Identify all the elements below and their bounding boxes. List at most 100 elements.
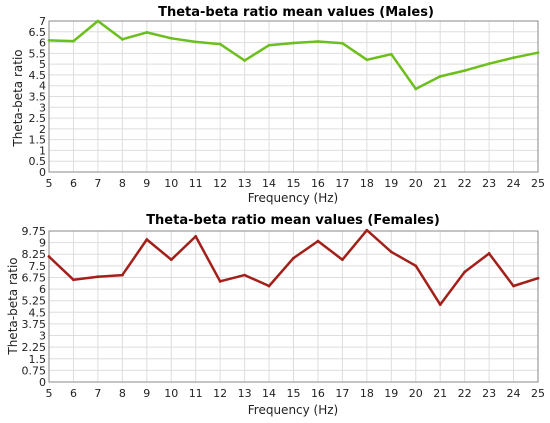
x-tick-label: 21 bbox=[433, 177, 447, 190]
plot-frame bbox=[48, 20, 539, 173]
data-point bbox=[316, 239, 320, 243]
data-point bbox=[218, 42, 222, 46]
data-point bbox=[96, 19, 100, 23]
data-point bbox=[267, 284, 271, 288]
data-point bbox=[463, 270, 467, 274]
data-point bbox=[536, 276, 540, 280]
x-tick-label: 14 bbox=[262, 177, 276, 190]
y-tick-label: 2 bbox=[39, 123, 46, 136]
data-point bbox=[389, 250, 393, 254]
chart-title: Theta-beta ratio mean values (Females) bbox=[146, 213, 440, 228]
x-axis-label: Frequency (Hz) bbox=[248, 191, 339, 205]
x-tick-label: 20 bbox=[409, 177, 423, 190]
x-tick-label: 12 bbox=[213, 387, 227, 400]
data-point bbox=[243, 59, 247, 62]
data-point bbox=[414, 87, 418, 91]
y-tick-label: 9 bbox=[39, 237, 46, 250]
y-axis-label: Theta-beta ratio bbox=[11, 49, 25, 147]
data-point bbox=[145, 238, 149, 241]
y-tick-label: 3.75 bbox=[22, 318, 47, 331]
x-tick-label: 13 bbox=[238, 387, 252, 400]
data-point bbox=[316, 40, 320, 43]
y-tick-label: 8.25 bbox=[22, 248, 47, 261]
data-point bbox=[463, 69, 467, 73]
females-chart: 5 6 7 8 9 10 11 12 13 14 15 16 17 18 19 20 21 22 23 24 25 00.… bbox=[6, 213, 545, 417]
x-tick-label: 11 bbox=[189, 387, 203, 400]
x-tick-label: 24 bbox=[507, 387, 521, 400]
data-point bbox=[243, 273, 247, 277]
data-point bbox=[47, 39, 51, 42]
y-tick-label: 0 bbox=[39, 376, 46, 389]
data-point bbox=[120, 37, 124, 41]
y-tick-label: 0 bbox=[39, 166, 46, 179]
x-tick-label: 9 bbox=[143, 387, 150, 400]
y-tick-label: 5 bbox=[39, 58, 46, 71]
x-axis-label: Frequency (Hz) bbox=[248, 403, 339, 417]
data-point bbox=[341, 41, 344, 45]
y-tick-label: 0.75 bbox=[22, 364, 47, 377]
data-point bbox=[512, 56, 515, 60]
y-tick-label: 3.5 bbox=[29, 91, 47, 104]
y-tick-label: 6.5 bbox=[29, 26, 47, 39]
x-tick-label: 8 bbox=[119, 177, 126, 190]
x-tick-label: 13 bbox=[238, 177, 252, 190]
data-point bbox=[365, 228, 369, 232]
x-tick-label: 24 bbox=[507, 177, 521, 190]
x-tick-label: 17 bbox=[335, 387, 349, 400]
y-tick-label: 6.75 bbox=[22, 271, 47, 284]
y-tick-label: 1.5 bbox=[29, 353, 47, 366]
y-tick-label: 6 bbox=[39, 37, 46, 50]
y-tick-label: 1 bbox=[39, 144, 46, 157]
x-tick-label: 15 bbox=[287, 177, 301, 190]
y-tick-label: 2.25 bbox=[22, 341, 47, 354]
x-tick-label: 25 bbox=[531, 177, 545, 190]
y-tick-label: 4.5 bbox=[29, 69, 47, 82]
x-tick-label: 5 bbox=[46, 387, 53, 400]
data-point bbox=[365, 58, 369, 62]
data-point bbox=[487, 252, 491, 255]
x-tick-label: 21 bbox=[433, 387, 447, 400]
x-tick-label: 10 bbox=[164, 177, 178, 190]
data-point bbox=[292, 256, 295, 260]
plot-frame bbox=[48, 230, 539, 383]
y-tick-label: 7 bbox=[39, 15, 46, 28]
x-tick-label: 6 bbox=[70, 387, 77, 400]
data-point bbox=[120, 273, 124, 277]
x-tick-label: 11 bbox=[189, 177, 203, 190]
y-tick-label: 4.5 bbox=[29, 306, 47, 319]
x-tick-label: 6 bbox=[70, 177, 77, 190]
data-point bbox=[512, 284, 515, 288]
x-tick-label: 18 bbox=[360, 387, 374, 400]
males-chart: 5 6 7 8 9 10 11 12 13 14 15 16 17 18 19 20 21 22 23 24 2500.… bbox=[11, 5, 545, 205]
data-point bbox=[218, 279, 222, 283]
data-point bbox=[267, 43, 271, 47]
data-point bbox=[414, 264, 418, 268]
data-point bbox=[292, 41, 295, 45]
data-point bbox=[169, 258, 173, 262]
data-point bbox=[341, 258, 344, 262]
y-tick-label: 7.5 bbox=[29, 260, 47, 273]
x-tick-label: 5 bbox=[46, 177, 53, 190]
y-tick-label: 6 bbox=[39, 283, 46, 296]
data-point bbox=[194, 235, 198, 238]
x-tick-label: 23 bbox=[482, 177, 496, 190]
x-tick-label: 22 bbox=[458, 177, 472, 190]
data-point bbox=[72, 278, 75, 282]
data-point bbox=[438, 75, 442, 78]
y-tick-label: 9.75 bbox=[22, 225, 47, 238]
data-point bbox=[96, 275, 100, 279]
x-tick-label: 19 bbox=[384, 387, 398, 400]
x-tick-label: 12 bbox=[213, 177, 227, 190]
data-point bbox=[145, 31, 149, 34]
data-point bbox=[169, 36, 173, 40]
y-tick-label: 3 bbox=[39, 330, 46, 343]
x-tick-label: 18 bbox=[360, 177, 374, 190]
data-point bbox=[194, 40, 198, 44]
y-tick-label: 1.5 bbox=[29, 134, 47, 147]
x-tick-label: 15 bbox=[287, 387, 301, 400]
data-point bbox=[72, 39, 75, 43]
x-tick-label: 10 bbox=[164, 387, 178, 400]
data-point bbox=[536, 51, 540, 55]
data-point bbox=[47, 255, 51, 258]
data-point bbox=[487, 62, 491, 66]
